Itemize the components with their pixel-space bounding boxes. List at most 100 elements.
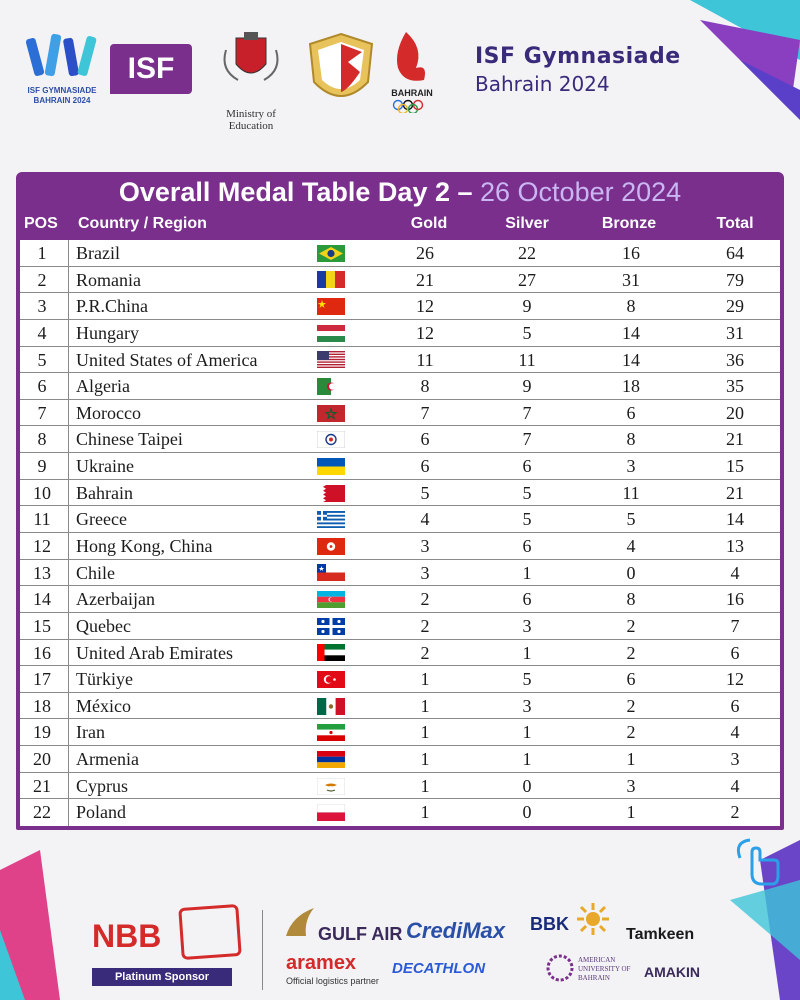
gold-cell: 2 <box>420 589 430 610</box>
gold-cell: 1 <box>420 669 430 690</box>
bronze-cell: 16 <box>622 243 640 263</box>
usa-flag <box>317 351 345 369</box>
bahrain-flag <box>317 484 345 502</box>
table-title-text: Overall Medal Table Day 2 – <box>118 177 473 207</box>
position-cell: 17 <box>33 669 51 690</box>
total-cell: 12 <box>726 669 744 690</box>
silver-cell: 9 <box>522 376 532 397</box>
chinese-taipei-flag <box>317 431 345 449</box>
position-cell: 20 <box>33 749 51 770</box>
gold-cell: 7 <box>420 402 430 423</box>
silver-cell: 3 <box>522 695 532 716</box>
country-cell: Quebec <box>76 615 131 636</box>
total-cell: 79 <box>726 269 744 290</box>
aramex-logo: aramex <box>286 952 357 974</box>
gold-cell: 2 <box>420 642 430 663</box>
poland-flag <box>317 804 345 822</box>
total-cell: 6 <box>730 642 740 663</box>
position-cell: 14 <box>33 589 51 610</box>
flame-icon <box>397 32 425 81</box>
gold-cell: 6 <box>420 429 430 450</box>
total-cell: 4 <box>730 775 740 796</box>
country-cell: Ukraine <box>76 456 134 477</box>
total-cell: 15 <box>726 456 744 477</box>
position-cell: 4 <box>37 322 47 343</box>
footer-divider <box>262 910 263 990</box>
country-cell: Romania <box>76 269 141 290</box>
mexico-flag <box>317 697 345 715</box>
gold-cell: 12 <box>416 322 434 343</box>
position-cell: 16 <box>33 642 51 663</box>
country-cell: United Arab Emirates <box>76 642 233 663</box>
greece-flag <box>317 511 345 529</box>
country-cell: Azerbaijan <box>76 589 155 610</box>
table-row: 5 United States of America 11 11 14 36 <box>20 347 780 374</box>
armenia-flag <box>317 750 345 768</box>
algeria-flag <box>317 377 345 395</box>
total-cell: 21 <box>726 482 744 503</box>
bronze-cell: 2 <box>626 615 636 636</box>
total-cell: 4 <box>730 722 740 743</box>
gold-cell: 12 <box>416 296 434 317</box>
silver-cell: 5 <box>522 509 532 530</box>
total-cell: 3 <box>730 749 740 770</box>
total-cell: 29 <box>726 296 744 317</box>
bronze-cell: 1 <box>626 802 636 823</box>
medal-table: Overall Medal Table Day 2 – 26 October 2… <box>16 172 784 830</box>
gold-cell: 4 <box>420 509 430 530</box>
col-bronze: Bronze <box>601 215 657 232</box>
position-cell: 9 <box>37 456 47 477</box>
gold-cell: 8 <box>420 376 430 397</box>
country-cell: Morocco <box>76 402 141 423</box>
total-cell: 4 <box>730 562 740 583</box>
bahrain-olympic-label: BAHRAIN <box>391 88 433 98</box>
shield-emblem-icon <box>308 32 374 97</box>
hong-kong-flag <box>317 537 345 555</box>
table-row: 11 Greece 4 5 5 14 <box>20 506 780 533</box>
country-cell: Cyprus <box>76 775 129 796</box>
uae-flag <box>317 644 345 662</box>
cyprus-flag <box>317 777 345 795</box>
country-cell: Chinese Taipei <box>76 429 183 450</box>
country-cell: Armenia <box>76 749 139 770</box>
table-row: 19 Iran 1 1 2 4 <box>20 719 780 747</box>
bronze-cell: 0 <box>626 562 636 583</box>
quebec-flag <box>317 617 345 635</box>
bronze-cell: 6 <box>626 402 636 423</box>
bronze-cell: 4 <box>626 536 636 556</box>
silver-cell: 5 <box>522 669 532 690</box>
table-row: 15 Quebec 2 3 2 7 <box>20 613 780 640</box>
col-gold: Gold <box>410 215 448 232</box>
country-cell: Hungary <box>76 322 139 343</box>
gold-cell: 1 <box>420 802 430 823</box>
table-row: 12 Hong Kong, China 3 6 4 13 <box>20 533 780 560</box>
silver-cell: 6 <box>522 456 532 477</box>
table-date: 26 October 2024 <box>480 177 682 207</box>
nbb-logo: NBB <box>92 918 162 954</box>
hungary-flag <box>317 324 345 342</box>
brazil-flag <box>317 244 345 262</box>
table-row: 20 Armenia 1 1 1 3 <box>20 746 780 773</box>
bbk-logo: BBK <box>530 914 569 934</box>
position-cell: 8 <box>37 429 47 450</box>
gold-cell: 3 <box>420 562 430 583</box>
bronze-cell: 8 <box>626 429 636 450</box>
position-cell: 13 <box>33 562 51 583</box>
gymnasiade-logo-text: ISF GYMNASIADE BAHRAIN 2024 <box>27 86 97 105</box>
silver-cell: 1 <box>522 562 532 583</box>
gold-cell: 3 <box>420 536 430 556</box>
total-cell: 31 <box>726 322 744 343</box>
silver-cell: 3 <box>522 615 532 636</box>
silver-cell: 7 <box>522 402 532 423</box>
swipe-hand-icon[interactable] <box>730 834 782 890</box>
bronze-cell: 2 <box>626 695 636 716</box>
isf-logo: ISF <box>110 44 192 94</box>
col-pos: POS <box>24 215 58 232</box>
event-title: ISF Gymnasiade <box>475 44 681 69</box>
total-cell: 7 <box>730 615 740 636</box>
table-row: 7 Morocco 7 7 6 20 <box>20 400 780 427</box>
position-cell: 12 <box>33 536 51 556</box>
country-cell: Türkiye <box>76 669 133 690</box>
table-row: 6 Algeria 8 9 18 35 <box>20 373 780 400</box>
table-body: 1 Brazil 26 22 16 64 2 Romania 21 27 31 79 3 P.R.Chin… <box>20 240 780 826</box>
